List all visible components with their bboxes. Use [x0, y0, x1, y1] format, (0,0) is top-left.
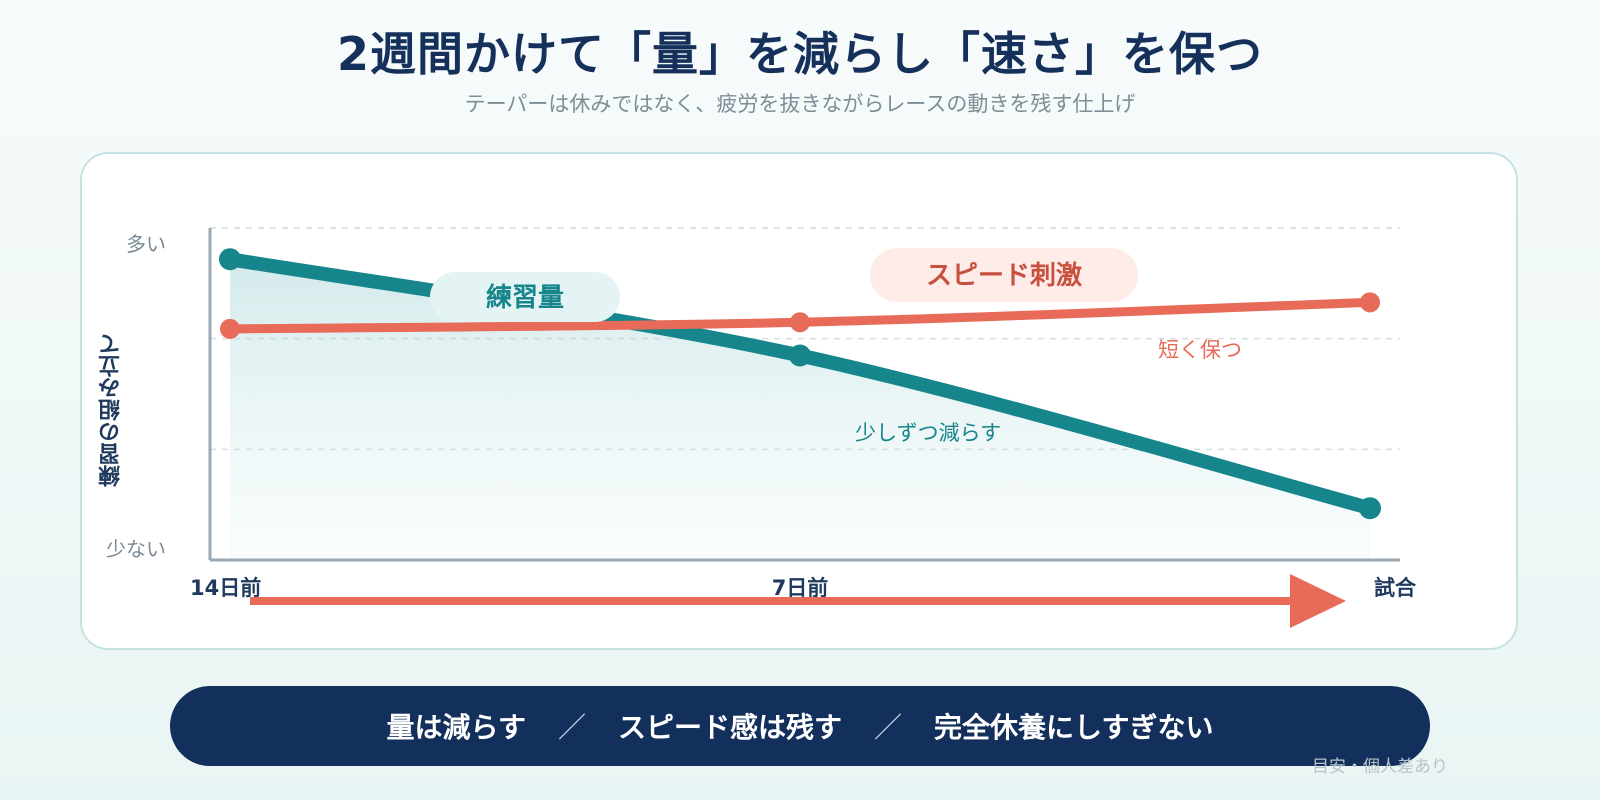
footnote: 目安・個人差あり: [1312, 757, 1448, 777]
volume-point: [219, 248, 241, 271]
banner-item-volume: 量は減らす: [386, 711, 526, 744]
legend-pill-speed: [870, 248, 1138, 302]
speed-point: [220, 318, 240, 339]
page-subtitle: テーパーは休みではなく、疲労を抜きながらレースの動きを残す仕上げ: [464, 92, 1136, 116]
summary-banner: 量は減らす ／ スピード感は残す ／ 完全休養にしすぎない: [170, 686, 1430, 766]
y-tick-label-bottom: 少ない: [106, 537, 166, 561]
y-tick-label-top: 多い: [126, 232, 166, 256]
speed-point: [790, 312, 810, 333]
page-title: 2週間かけて「量」を減らし「速さ」を保つ: [336, 27, 1263, 81]
x-tick-label: 試合: [1374, 576, 1417, 600]
x-tick-label: 14日前: [190, 576, 261, 600]
volume-point: [789, 344, 811, 367]
banner-separator: ／: [557, 711, 586, 744]
time-arrow-head: [1290, 574, 1346, 628]
speed-point: [1360, 292, 1380, 313]
volume-area: [230, 259, 1370, 558]
legend-label-volume: 練習量: [486, 282, 564, 313]
annotation-speed: 短く保つ: [1158, 338, 1242, 362]
banner-separator: ／: [874, 711, 903, 744]
banner-item-speed: スピード感は残す: [617, 711, 842, 744]
banner-item-rest: 完全休養にしすぎない: [934, 711, 1214, 744]
annotation-volume: 少しずつ減らす: [855, 421, 1001, 445]
volume-point: [1359, 497, 1381, 520]
legend-label-speed: スピード刺激: [926, 260, 1082, 291]
x-tick-label: 7日前: [772, 576, 829, 600]
legend-pill-volume: [430, 272, 620, 322]
